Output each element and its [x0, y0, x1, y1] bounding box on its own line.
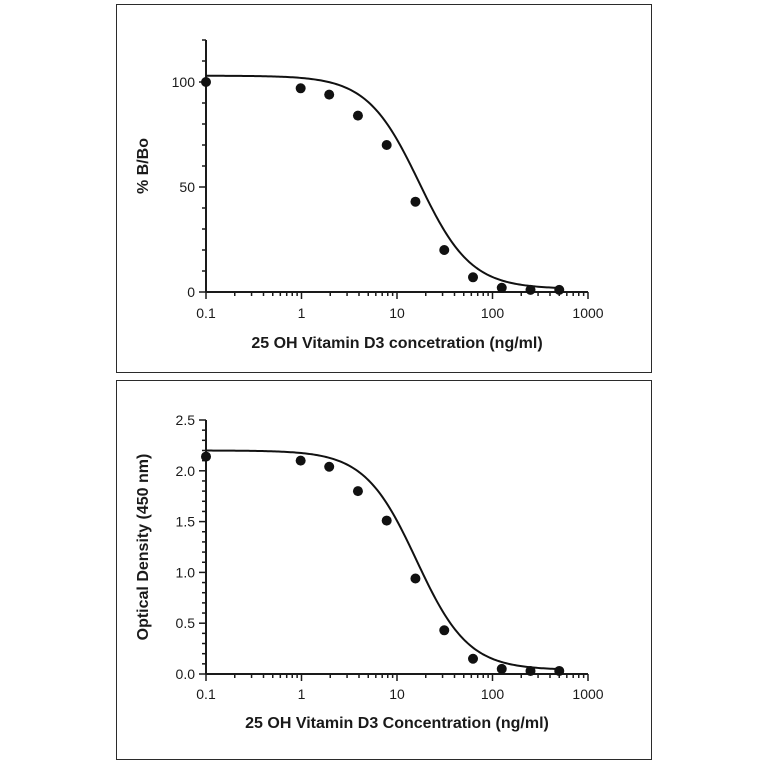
data-point — [525, 284, 536, 295]
x-tick-label: 0.1 — [196, 686, 216, 702]
x-tick-label: 10 — [389, 305, 405, 321]
data-point — [468, 653, 479, 664]
y-tick-label: 1.5 — [176, 514, 196, 530]
optical-density-chart: 0.1 1 10 100 1000 0.0 0.5 1.0 1.5 2.0 2.5 25 OH Vit… — [135, 412, 604, 732]
y-axis-title: Optical Density (450 nm) — [135, 454, 152, 641]
y-tick-label: 0 — [187, 284, 195, 300]
data-point — [554, 284, 565, 295]
data-point — [554, 665, 565, 676]
y-tick-label: 2.5 — [176, 412, 196, 428]
y-tick-label: 50 — [179, 179, 195, 195]
x-tick-label: 100 — [481, 686, 505, 702]
x-tick-label: 1 — [298, 686, 306, 702]
data-point — [295, 455, 306, 466]
data-point — [496, 663, 507, 674]
x-tick-label: 10 — [389, 686, 405, 702]
x-axis-title: 25 OH Vitamin D3 Concentration (ng/ml) — [245, 715, 549, 732]
data-point — [201, 77, 211, 87]
data-point — [324, 89, 335, 100]
y-tick-label: 0.5 — [176, 615, 196, 631]
data-point — [295, 83, 306, 94]
y-tick-label: 2.0 — [176, 463, 196, 479]
data-point — [352, 486, 363, 497]
data-point — [352, 110, 363, 121]
data-point — [201, 451, 211, 462]
data-point — [410, 573, 421, 584]
y-axis-title: % B/Bo — [135, 138, 152, 194]
y-tick-label: 0.0 — [176, 666, 196, 682]
data-point — [439, 625, 450, 636]
data-point — [468, 272, 479, 283]
percent-bbo-chart: 0.1 1 10 100 1000 0 50 100 25 OH Vitamin D3 conc… — [135, 39, 604, 352]
y-tick-label: 1.0 — [176, 564, 196, 580]
data-point — [496, 282, 507, 293]
x-tick-label: 100 — [481, 305, 505, 321]
data-point — [381, 515, 392, 526]
data-point — [410, 196, 421, 207]
fit-curve — [206, 449, 560, 671]
data-point — [439, 245, 450, 255]
x-tick-label: 0.1 — [196, 305, 216, 321]
data-point — [525, 665, 536, 676]
x-tick-label: 1000 — [572, 305, 603, 321]
x-axis-title: 25 OH Vitamin D3 concetration (ng/ml) — [251, 335, 542, 352]
x-tick-label: 1 — [298, 305, 306, 321]
x-tick-label: 1000 — [572, 686, 603, 702]
data-point — [324, 461, 335, 472]
y-tick-label: 100 — [172, 74, 196, 90]
data-point — [381, 140, 392, 150]
fit-curve — [206, 74, 560, 289]
